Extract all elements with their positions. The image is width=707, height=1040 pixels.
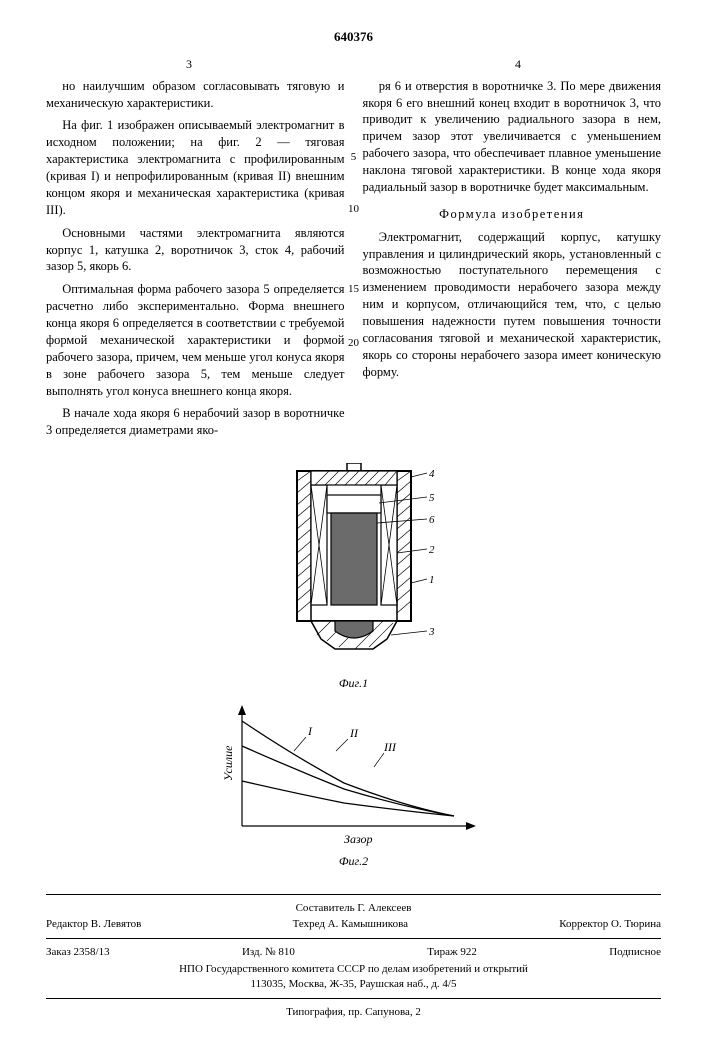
paragraph: На фиг. 1 изображен описываемый электром… (46, 117, 345, 218)
print-row: Заказ 2358/13 Изд. № 810 Тираж 922 Подпи… (46, 945, 661, 960)
divider (46, 894, 661, 895)
figure-1: 4 5 6 2 1 3 Фиг.1 (46, 463, 661, 691)
curve-label-3: III (383, 740, 397, 754)
tirazh: Тираж 922 (427, 945, 477, 960)
fig1-label-1: 1 (429, 574, 435, 586)
paragraph: ря 6 и отверстия в воротничке 3. По мере… (363, 78, 662, 196)
paragraph: Оптимальная форма рабочего зазора 5 опре… (46, 281, 345, 399)
column-numbers: 3 4 (46, 56, 661, 72)
typography: Типография, пр. Сапунова, 2 (46, 1005, 661, 1020)
left-col-number: 3 (186, 56, 192, 72)
fig1-label-4: 4 (429, 468, 435, 480)
curve-label-2: II (349, 726, 359, 740)
izd: Изд. № 810 (242, 945, 295, 960)
paragraph: Электромагнит, содержащий корпус, катушк… (363, 229, 662, 381)
fig1-label-6: 6 (429, 514, 435, 526)
fig1-label-2: 2 (429, 544, 435, 556)
paragraph: В начале хода якоря 6 нерабочий зазор в … (46, 405, 345, 439)
right-column: ря 6 и отверстия в воротничке 3. По мере… (363, 78, 662, 446)
divider (46, 938, 661, 939)
corrector: Корректор О. Тюрина (559, 917, 661, 932)
figure-2-caption: Фиг.2 (46, 853, 661, 869)
x-axis-label: Зазор (344, 832, 372, 846)
curve-label-1: I (307, 724, 313, 738)
techred: Техред А. Камышникова (293, 917, 408, 932)
figure-1-caption: Фиг.1 (46, 675, 661, 691)
divider (46, 998, 661, 999)
paragraph: но наилучшим образом согласовывать тягов… (46, 78, 345, 112)
figure-2-svg: I II III Усилие Зазор (224, 701, 484, 851)
figure-1-svg: 4 5 6 2 1 3 (269, 463, 439, 673)
figure-2: I II III Усилие Зазор Фиг.2 (46, 701, 661, 869)
composer: Составитель Г. Алексеев (46, 901, 661, 916)
text-columns: 5 10 15 20 но наилучшим образом согласов… (46, 78, 661, 446)
editor: Редактор В. Левятов (46, 917, 141, 932)
paragraph: Основными частями электромагнита являютс… (46, 225, 345, 276)
right-col-number: 4 (515, 56, 521, 72)
line-marker: 15 (345, 282, 363, 297)
address: 113035, Москва, Ж-35, Раушская наб., д. … (46, 977, 661, 992)
claims-title: Формула изобретения (363, 206, 662, 223)
org: НПО Государственного комитета СССР по де… (46, 962, 661, 977)
credits-row: Редактор В. Левятов Техред А. Камышников… (46, 917, 661, 932)
left-column: но наилучшим образом согласовывать тягов… (46, 78, 345, 446)
line-marker: 10 (345, 202, 363, 217)
line-marker: 5 (345, 150, 363, 165)
fig1-label-5: 5 (429, 492, 435, 504)
y-axis-label: Усилие (224, 745, 235, 781)
order: Заказ 2358/13 (46, 945, 110, 960)
patent-number: 640376 (46, 28, 661, 46)
footer: Составитель Г. Алексеев Редактор В. Левя… (46, 894, 661, 1020)
subscription: Подписное (609, 945, 661, 960)
fig1-label-3: 3 (428, 626, 435, 638)
line-marker: 20 (345, 336, 363, 351)
